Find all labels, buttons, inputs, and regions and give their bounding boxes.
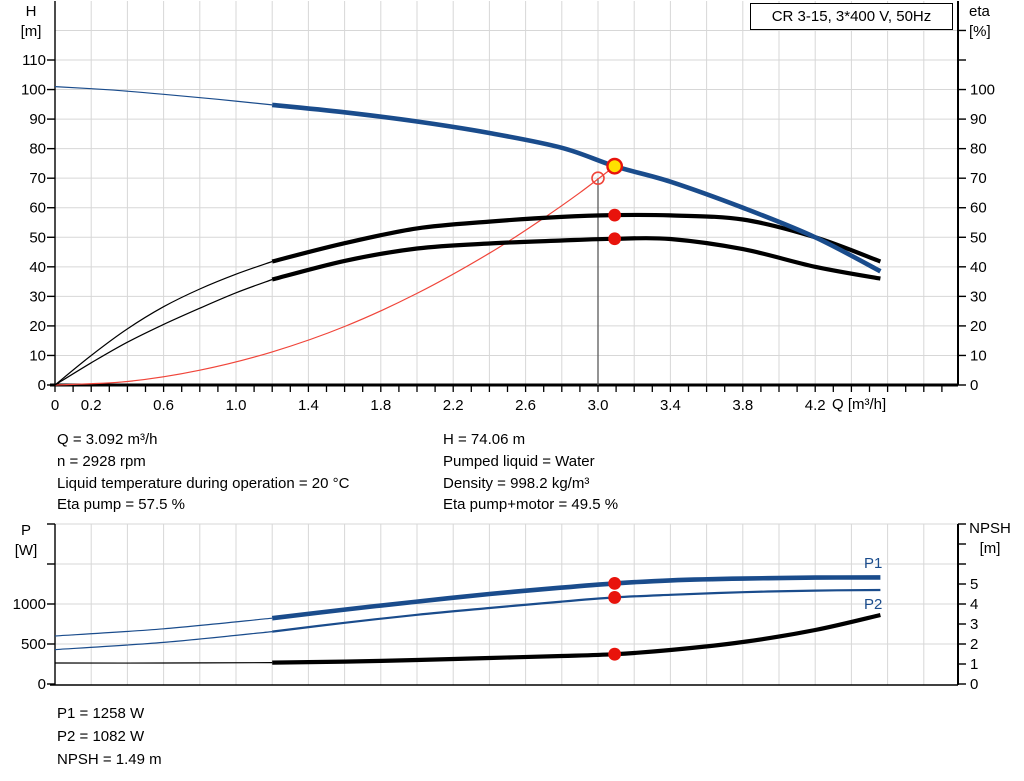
svg-text:5: 5	[970, 576, 978, 593]
svg-text:500: 500	[21, 636, 46, 653]
svg-text:80: 80	[29, 141, 46, 158]
svg-text:0: 0	[38, 676, 46, 693]
svg-text:40: 40	[29, 259, 46, 276]
eta-axis-unit: [%]	[969, 23, 991, 40]
svg-text:110: 110	[22, 52, 46, 69]
svg-text:0: 0	[38, 377, 46, 394]
info-p1: P1 = 1258 W	[57, 705, 145, 722]
svg-text:100: 100	[970, 82, 995, 99]
operating-point-info-left: Q = 3.092 m³/h n = 2928 rpm Liquid tempe…	[57, 429, 349, 516]
svg-text:70: 70	[29, 170, 46, 187]
svg-text:50: 50	[970, 229, 987, 246]
svg-text:4.2: 4.2	[805, 397, 826, 414]
power-npsh-chart: 0 500 1000 0 1 2 3 4 5	[13, 523, 978, 693]
svg-text:80: 80	[970, 141, 987, 158]
eta-axis-label: eta [%]	[969, 2, 1019, 42]
svg-text:20: 20	[970, 318, 987, 335]
svg-text:10: 10	[970, 347, 987, 364]
npsh-axis-unit: [m]	[979, 540, 1001, 557]
p-axis-unit: [W]	[14, 542, 38, 559]
h-axis-name: H	[25, 3, 37, 20]
npsh-axis-name: NPSH	[969, 520, 1011, 537]
svg-text:3.8: 3.8	[732, 397, 753, 414]
power-info: P1 = 1258 W P2 = 1082 W NPSH = 1.49 m	[57, 702, 162, 771]
svg-text:0: 0	[970, 676, 978, 693]
info-h: H = 74.06 m	[443, 431, 526, 448]
svg-text:40: 40	[970, 259, 987, 276]
info-npsh: NPSH = 1.49 m	[57, 751, 162, 768]
info-eta-pump: Eta pump = 57.5 %	[57, 496, 185, 514]
info-n: n = 2928 rpm	[57, 452, 146, 470]
info-liquid-temp: Liquid temperature during operation = 20…	[57, 474, 350, 492]
p2-curve-label: P2	[864, 596, 883, 613]
svg-text:60: 60	[29, 200, 46, 217]
svg-text:30: 30	[29, 288, 46, 305]
svg-text:2.2: 2.2	[443, 397, 464, 414]
svg-text:1.4: 1.4	[298, 397, 319, 414]
svg-text:90: 90	[970, 111, 987, 128]
svg-text:4: 4	[970, 596, 978, 613]
svg-text:0.2: 0.2	[81, 397, 102, 414]
p-axis-name: P	[20, 522, 31, 539]
info-q: Q = 3.092 m³/h	[57, 431, 158, 448]
info-pumped-liquid: Pumped liquid = Water	[443, 452, 595, 470]
pump-title-box: CR 3-15, 3*400 V, 50Hz	[750, 3, 953, 30]
info-density: Density = 998.2 kg/m³	[443, 474, 590, 492]
svg-text:3.0: 3.0	[588, 397, 609, 414]
svg-text:2: 2	[970, 636, 978, 653]
svg-text:100: 100	[21, 82, 46, 99]
info-eta-pump-motor: Eta pump+motor = 49.5 %	[443, 496, 619, 514]
svg-text:1: 1	[970, 656, 978, 673]
svg-text:50: 50	[29, 229, 46, 246]
svg-text:3: 3	[970, 616, 978, 633]
info-p2: P2 = 1082 W	[57, 728, 145, 745]
svg-text:0.6: 0.6	[153, 397, 174, 414]
npsh-axis-label: NPSH [m]	[961, 519, 1019, 559]
p-axis-label: P [W]	[5, 521, 47, 561]
svg-text:1.0: 1.0	[226, 397, 247, 414]
svg-text:70: 70	[970, 170, 987, 187]
svg-text:0: 0	[51, 397, 59, 414]
eta-axis-name: eta	[969, 3, 990, 20]
p1-curve-label: P1	[864, 555, 883, 572]
hq-eta-chart: 0 10 20 30 40 50 60 70 80 90 100 110 0 10 20 30 40 50 60 70…	[21, 1, 995, 414]
svg-text:30: 30	[970, 288, 987, 305]
operating-point-info-right: H = 74.06 m Pumped liquid = Water Densit…	[443, 429, 618, 516]
svg-text:0: 0	[970, 377, 978, 394]
q-axis-label: Q [m³/h]	[832, 396, 887, 413]
svg-text:90: 90	[29, 111, 46, 128]
svg-text:20: 20	[29, 318, 46, 335]
svg-text:60: 60	[970, 200, 987, 217]
svg-text:1.8: 1.8	[370, 397, 391, 414]
svg-text:2.6: 2.6	[515, 397, 536, 414]
h-axis-unit: [m]	[20, 23, 42, 40]
svg-text:3.4: 3.4	[660, 397, 681, 414]
h-axis-label: H [m]	[11, 2, 51, 42]
svg-text:1000: 1000	[13, 596, 46, 613]
svg-text:10: 10	[29, 347, 46, 364]
